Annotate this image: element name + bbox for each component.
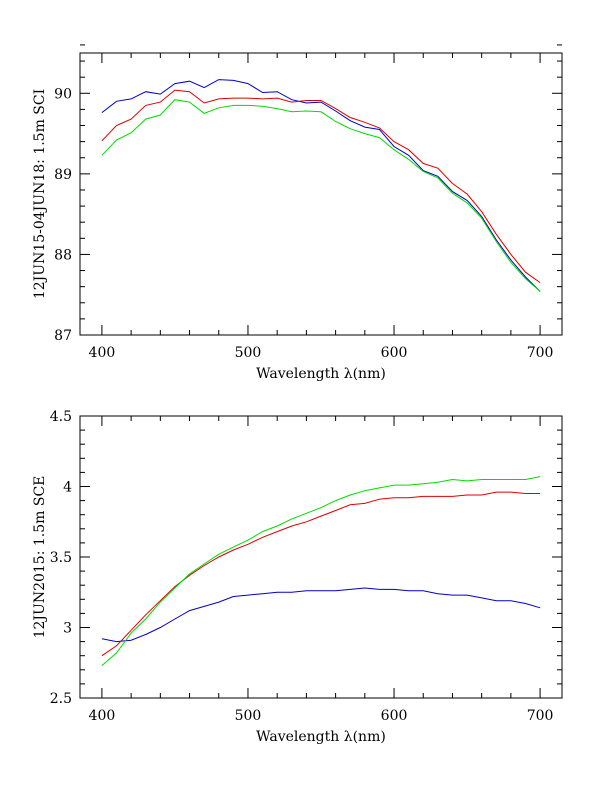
series-line-blue xyxy=(101,587,541,643)
series-line-red xyxy=(101,491,541,657)
y-tick-label: 90 xyxy=(54,86,72,102)
y-tick-label: 2.5 xyxy=(50,691,72,707)
y-tick-label: 4.5 xyxy=(50,409,72,425)
y-tick-label: 4 xyxy=(63,480,72,496)
x-tick-label: 500 xyxy=(235,708,262,724)
x-tick-label: 700 xyxy=(527,345,554,361)
series-line-red xyxy=(101,89,541,284)
x-tick-label: 500 xyxy=(235,345,262,361)
plot-frame xyxy=(79,52,563,336)
series-line-green xyxy=(101,99,541,292)
x-axis-label: Wavelength λ(nm) xyxy=(256,729,386,745)
x-tick-label: 400 xyxy=(89,708,116,724)
x-tick-label: 600 xyxy=(381,708,408,724)
x-tick-label: 700 xyxy=(527,708,554,724)
y-tick-label: 3.5 xyxy=(50,550,72,566)
chart-sci: 400 500 600 700 87 88 89 90 Wavelength λ(nm) 12JU… xyxy=(32,44,563,382)
y-tick-label: 88 xyxy=(54,247,72,263)
y-tick-label: 89 xyxy=(54,167,72,183)
chart-sce: 400 500 600 700 2.5 3 3.5 4 4.5 Wavelength λ(nm) 1… xyxy=(32,409,563,745)
x-tick-label: 400 xyxy=(89,345,116,361)
plot-frame xyxy=(79,415,563,699)
x-axis-label: Wavelength λ(nm) xyxy=(256,366,386,382)
y-axis-label: 12JUN2015: 1.5m SCE xyxy=(32,476,48,639)
y-tick-label: 3 xyxy=(63,621,72,637)
x-tick-label: 600 xyxy=(381,345,408,361)
series-line-green xyxy=(101,476,541,666)
y-tick-label: 87 xyxy=(54,328,72,344)
y-axis-label: 12JUN15-04JUN18: 1.5m SCI xyxy=(32,89,48,299)
series-line-blue xyxy=(101,79,541,292)
